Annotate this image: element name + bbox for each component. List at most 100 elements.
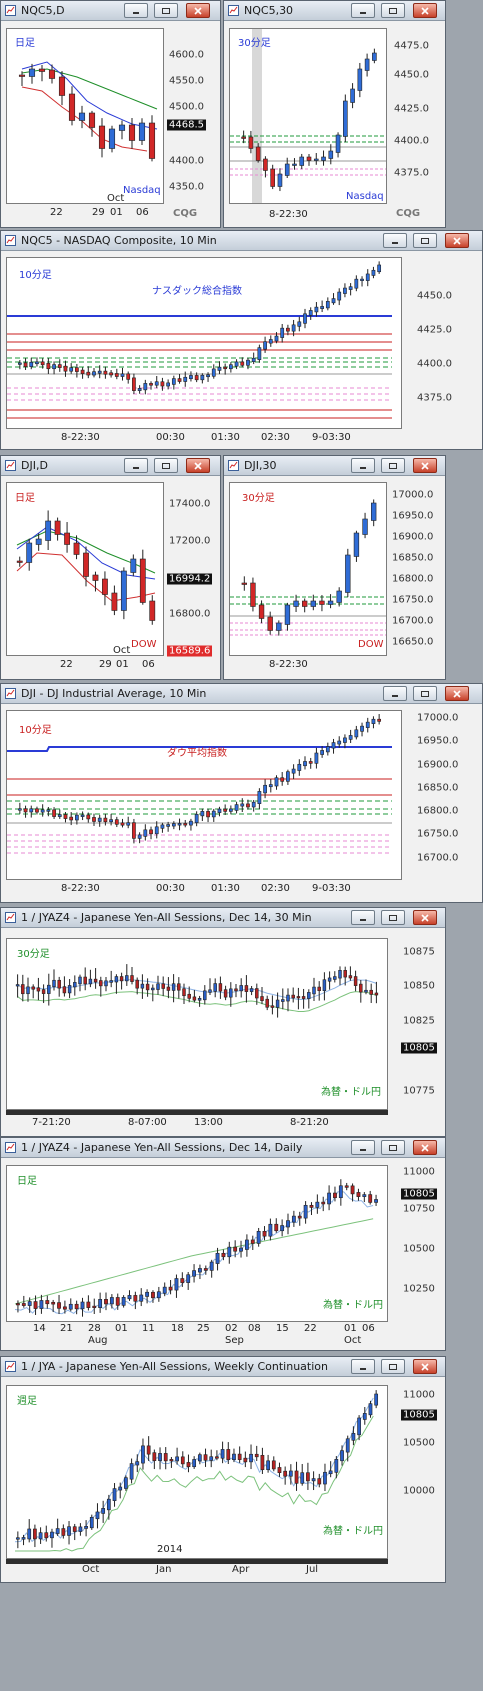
price-axis[interactable]: 17000.0 16950.0 16900.0 16850.0 16800.0 … xyxy=(388,482,442,656)
price-plot[interactable]: 10分足 ナスダック総合指数 xyxy=(6,257,402,429)
minimize-button[interactable] xyxy=(351,910,375,925)
close-button[interactable] xyxy=(413,1140,437,1155)
close-button[interactable] xyxy=(413,3,437,18)
minimize-button[interactable] xyxy=(124,458,148,473)
title-bar[interactable]: 1 / JYAZ4 - Japanese Yen-All Sessions, D… xyxy=(1,908,445,928)
time-axis[interactable]: 22 29 01 06 xyxy=(6,204,166,224)
close-button[interactable] xyxy=(413,910,437,925)
price-plot[interactable]: 日足 為替・ドル円 xyxy=(6,1165,388,1322)
price-axis[interactable]: 11000 10805 10500 10000 xyxy=(389,1385,442,1559)
candle xyxy=(138,122,146,141)
minimize-button[interactable] xyxy=(124,3,148,18)
price-axis[interactable]: 4600.0 4550.0 4500.0 4468.5 4400.0 4350.… xyxy=(165,28,217,204)
candle xyxy=(345,1438,350,1453)
restore-button[interactable] xyxy=(154,458,178,473)
restore-button[interactable] xyxy=(381,1140,405,1155)
y-tick: 16850.0 xyxy=(392,552,434,564)
title-bar[interactable]: 1 / JYAZ4 - Japanese Yen-All Sessions, D… xyxy=(1,1138,445,1158)
candle xyxy=(103,817,108,823)
time-scroll-bar[interactable] xyxy=(6,1559,388,1564)
candle xyxy=(292,163,297,166)
dji-30min-window[interactable]: DJI,30 30分足 DOW 17000.0 16950.0 16900.0 … xyxy=(223,455,446,680)
restore-button[interactable] xyxy=(381,458,405,473)
candle xyxy=(240,361,245,366)
dji-10min-window[interactable]: DJI - DJ Industrial Average, 10 Min 10分足… xyxy=(0,683,483,903)
nqc5-30min-window[interactable]: NQC5,30 30分足 Nasdaq 4475.0 4450.0 4425.0… xyxy=(223,0,446,228)
minimize-button[interactable] xyxy=(351,1140,375,1155)
x-tick: 06 xyxy=(136,207,149,218)
jyaz4-daily-window[interactable]: 1 / JYAZ4 - Japanese Yen-All Sessions, D… xyxy=(0,1137,446,1351)
candle xyxy=(93,978,98,983)
close-button[interactable] xyxy=(445,686,469,701)
time-axis[interactable]: 14 21 28 01 11 18 25 02 08 15 22 01 06 A… xyxy=(6,1322,388,1348)
close-button[interactable] xyxy=(413,458,437,473)
candle xyxy=(118,1486,123,1491)
price-axis[interactable]: 11000 10805 10750 10500 10250 xyxy=(389,1165,442,1322)
minimize-button[interactable] xyxy=(351,3,375,18)
price-axis[interactable]: 10875 10850 10825 10805 10775 xyxy=(389,938,442,1110)
close-icon xyxy=(194,6,202,15)
time-axis[interactable]: 8-22:30 xyxy=(229,204,389,224)
close-button[interactable] xyxy=(186,3,210,18)
candle xyxy=(246,359,250,366)
period-label: 週足 xyxy=(17,1396,37,1407)
candle xyxy=(268,784,273,788)
close-button[interactable] xyxy=(186,458,210,473)
candle xyxy=(98,125,106,149)
nqc5-daily-window[interactable]: NQC5,D 日足 Oct Nasdaq 4600.0 4550.0 4500.… xyxy=(0,0,221,228)
candle xyxy=(306,156,312,161)
price-plot[interactable]: 30分足 Nasdaq xyxy=(229,28,387,204)
title-bar[interactable]: DJI - DJ Industrial Average, 10 Min xyxy=(1,684,482,704)
restore-button[interactable] xyxy=(381,1359,405,1374)
candle xyxy=(104,1299,108,1305)
restore-button[interactable] xyxy=(381,910,405,925)
month-label: Aug xyxy=(88,1335,108,1346)
time-axis[interactable]: 22 29 01 06 xyxy=(6,656,166,676)
dji-daily-window[interactable]: DJI,D 日足 Oct DOW 17400.0 17200.0 16994.2… xyxy=(0,455,221,680)
title-bar[interactable]: NQC5 - NASDAQ Composite, 10 Min xyxy=(1,231,482,251)
jyaz4-30min-window[interactable]: 1 / JYAZ4 - Japanese Yen-All Sessions, D… xyxy=(0,907,446,1137)
restore-button[interactable] xyxy=(413,233,437,248)
y-tick: 17200.0 xyxy=(169,535,211,547)
nqc5-10min-window[interactable]: NQC5 - NASDAQ Composite, 10 Min 10分足 ナスダ… xyxy=(0,230,483,450)
time-axis[interactable]: 8-22:30 00:30 01:30 02:30 9-03:30 xyxy=(6,429,402,447)
restore-button[interactable] xyxy=(381,3,405,18)
price-plot[interactable]: 30分足 DOW xyxy=(229,482,387,656)
price-axis[interactable]: 4450.0 4425.0 4400.0 4375.0 xyxy=(403,257,479,429)
time-axis[interactable]: Oct Jan Apr Jul xyxy=(6,1559,388,1579)
minimize-button[interactable] xyxy=(351,458,375,473)
x-tick: 06 xyxy=(362,1323,375,1334)
minimize-button[interactable] xyxy=(351,1359,375,1374)
price-axis[interactable]: 4475.0 4450.0 4425.0 4400.0 4375.0 xyxy=(388,28,442,204)
price-axis[interactable]: 17400.0 17200.0 16994.2 16800.0 16589.6 xyxy=(165,482,217,657)
candle xyxy=(328,1470,333,1475)
time-axis[interactable]: 8-22:30 00:30 01:30 02:30 9-03:30 xyxy=(6,880,402,898)
minimize-button[interactable] xyxy=(383,233,407,248)
candle xyxy=(63,814,68,819)
price-plot[interactable]: 30分足 為替・ドル円 xyxy=(6,938,388,1110)
title-bar[interactable]: NQC5,30 xyxy=(224,1,445,21)
title-bar[interactable]: DJI,30 xyxy=(224,456,445,476)
restore-button[interactable] xyxy=(413,686,437,701)
close-button[interactable] xyxy=(445,233,469,248)
title-bar[interactable]: DJI,D xyxy=(1,456,220,476)
close-button[interactable] xyxy=(413,1359,437,1374)
price-plot[interactable]: 週足 為替・ドル円 2014 xyxy=(6,1385,388,1559)
jya-weekly-window[interactable]: 1 / JYA - Japanese Yen-All Sessions, Wee… xyxy=(0,1356,446,1583)
price-axis[interactable]: 17000.0 16950.0 16900.0 16850.0 16800.0 … xyxy=(403,710,479,880)
minimize-button[interactable] xyxy=(383,686,407,701)
chart-window-icon xyxy=(5,912,16,923)
candle xyxy=(268,1223,273,1237)
time-scroll-bar[interactable] xyxy=(6,1110,388,1115)
restore-button[interactable] xyxy=(154,3,178,18)
price-plot[interactable]: 日足 Oct DOW xyxy=(6,482,164,656)
time-axis[interactable]: 7-21:20 8-07:00 13:00 8-21:20 xyxy=(6,1110,388,1132)
candle xyxy=(368,1403,373,1416)
price-plot[interactable]: 10分足 ダウ平均指数 xyxy=(6,710,402,880)
candle xyxy=(143,829,148,837)
time-axis[interactable]: 8-22:30 xyxy=(229,656,389,676)
price-plot[interactable]: 日足 Oct Nasdaq xyxy=(6,28,164,204)
title-bar[interactable]: NQC5,D xyxy=(1,1,220,21)
title-bar[interactable]: 1 / JYA - Japanese Yen-All Sessions, Wee… xyxy=(1,1357,445,1377)
x-tick: 8-07:00 xyxy=(128,1117,167,1128)
